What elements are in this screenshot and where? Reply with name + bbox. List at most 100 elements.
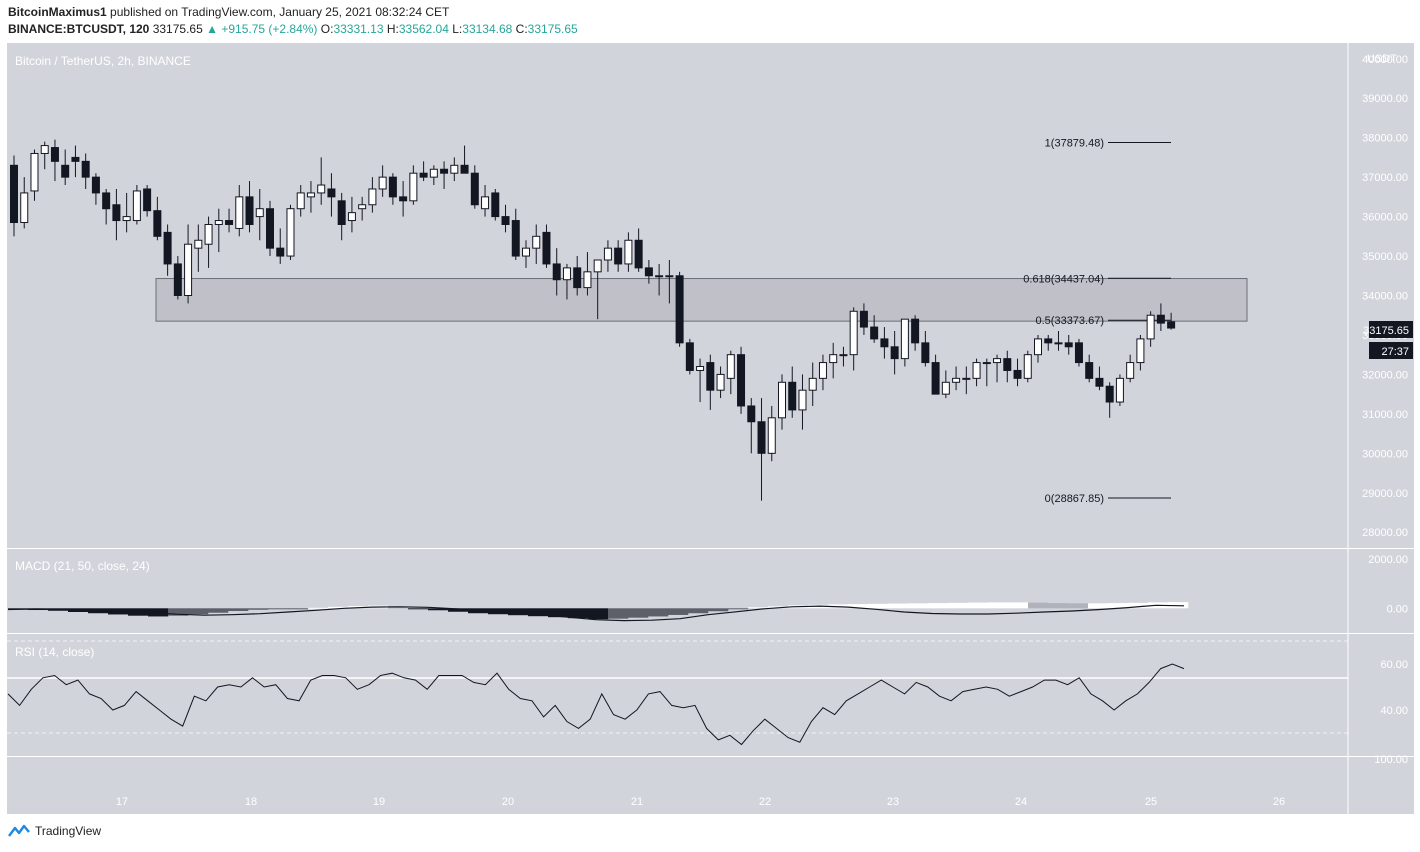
time-axis[interactable]	[7, 756, 1348, 814]
time-tick-label: 19	[373, 796, 385, 808]
macd-histogram-bar	[988, 602, 1009, 609]
candle-up	[972, 362, 981, 379]
candle-down	[634, 239, 643, 269]
macd-histogram-bar	[308, 607, 329, 609]
macd-histogram-bar	[1048, 603, 1069, 609]
chart-area[interactable]: Bitcoin / TetherUS, 2h, BINANCE USDT MAC…	[0, 0, 1420, 820]
author-name[interactable]: BitcoinMaximus1	[8, 5, 107, 19]
candle-down	[163, 231, 172, 265]
candle-up	[593, 259, 602, 273]
candle-up	[808, 377, 817, 391]
candle-up	[829, 354, 838, 364]
macd-line	[7, 604, 1185, 622]
candle-up	[798, 389, 807, 411]
candle-up	[655, 275, 664, 278]
macd-histogram-bar	[1028, 602, 1049, 609]
macd-histogram-bar	[448, 608, 469, 612]
candle-down	[388, 176, 397, 198]
macd-histogram-bar	[388, 607, 409, 609]
support-zone	[155, 278, 1248, 322]
macd-histogram-bar	[688, 608, 709, 614]
macd-layer: 2000.00 0.00	[7, 554, 1408, 622]
candle-up	[1115, 377, 1124, 403]
footer-brand[interactable]: TradingView	[35, 824, 102, 838]
publish-line: BitcoinMaximus1 published on TradingView…	[8, 5, 449, 19]
support-zone-layer	[155, 278, 1248, 322]
candle-up	[778, 381, 786, 419]
candle-down	[102, 192, 111, 210]
macd-histogram-bar	[888, 603, 909, 609]
candle-down	[81, 160, 90, 178]
price-change: +915.75 (+2.84%)	[221, 22, 318, 36]
time-ticks-layer: 17 18 19 20 21 22 23 24 25 26	[116, 796, 1285, 808]
macd-histogram-bar	[908, 603, 929, 609]
macd-histogram-bar	[1068, 603, 1089, 609]
candle-down	[757, 421, 766, 454]
candle-up	[358, 204, 367, 210]
price-tick-label: 28000.00	[1362, 527, 1408, 539]
time-tick-label: 23	[887, 796, 899, 808]
macd-histogram-bar	[328, 606, 349, 609]
candle-down	[573, 267, 582, 289]
macd-histogram-bar	[608, 608, 629, 619]
candle-down	[1044, 338, 1053, 344]
macd-histogram-bar	[428, 608, 449, 611]
macd-histogram-bar	[928, 603, 949, 609]
candle-down	[419, 172, 428, 178]
candle-down	[71, 156, 80, 162]
candle-up	[429, 168, 438, 178]
candle-down	[1167, 321, 1176, 329]
candle-down	[614, 247, 623, 265]
candle-down	[542, 231, 551, 265]
macd-histogram-bar	[708, 608, 729, 612]
candle-up	[450, 164, 459, 174]
high-label: H:	[386, 22, 399, 36]
candle-down	[61, 164, 70, 178]
price-ticks-layer: 40000.00 39000.00 38000.00 37000.00 36000.00…	[1362, 54, 1408, 539]
candle-down	[1003, 358, 1012, 371]
high-value: 33562.04	[398, 22, 449, 36]
candle-up	[20, 192, 29, 224]
candle-up	[532, 235, 541, 249]
time-tick-label: 25	[1145, 796, 1157, 808]
candle-up	[1023, 354, 1032, 379]
tradingview-logo-icon[interactable]	[8, 824, 30, 838]
candle-down	[50, 147, 59, 162]
candle-up	[1126, 362, 1135, 379]
fib-level-label: 0.5(33373.67)	[1036, 315, 1105, 327]
time-tick-label: 18	[245, 796, 257, 808]
time-tick-label: 24	[1015, 796, 1027, 808]
candle-down	[1074, 342, 1083, 364]
candle-up	[941, 381, 950, 395]
open-label: O:	[320, 22, 334, 36]
price-tick-label: 38000.00	[1362, 133, 1408, 145]
price-tick-label: 31000.00	[1362, 409, 1408, 421]
low-value: 33134.68	[462, 22, 513, 36]
macd-histogram-bar	[168, 608, 189, 616]
rsi-tick-label: 100.00	[1374, 754, 1408, 766]
last-price: 33175.65	[152, 22, 203, 36]
close-value: 33175.65	[527, 22, 578, 36]
macd-pane[interactable]	[7, 549, 1348, 633]
candle-down	[225, 220, 234, 225]
macd-histogram-bar	[528, 608, 549, 617]
macd-histogram-bar	[188, 608, 209, 615]
candle-down	[460, 164, 469, 174]
candle-down	[1105, 385, 1114, 403]
candle-up	[993, 358, 1002, 364]
candle-up	[562, 267, 571, 281]
macd-histogram-bar	[148, 608, 169, 617]
candle-down	[644, 267, 653, 277]
candle-up	[194, 239, 203, 249]
macd-histogram-bar	[248, 608, 269, 610]
rsi-line	[7, 663, 1185, 746]
rsi-label: RSI (14, close)	[15, 645, 94, 659]
time-tick-label: 20	[502, 796, 514, 808]
rsi-tick-label: 40.00	[1380, 705, 1408, 717]
candle-up	[962, 377, 971, 380]
rsi-pane[interactable]	[7, 634, 1348, 756]
price-tick-label: 36000.00	[1362, 212, 1408, 224]
currency-label: USDT	[1367, 53, 1397, 65]
price-axis[interactable]	[1348, 43, 1414, 814]
candle-down	[245, 196, 254, 225]
